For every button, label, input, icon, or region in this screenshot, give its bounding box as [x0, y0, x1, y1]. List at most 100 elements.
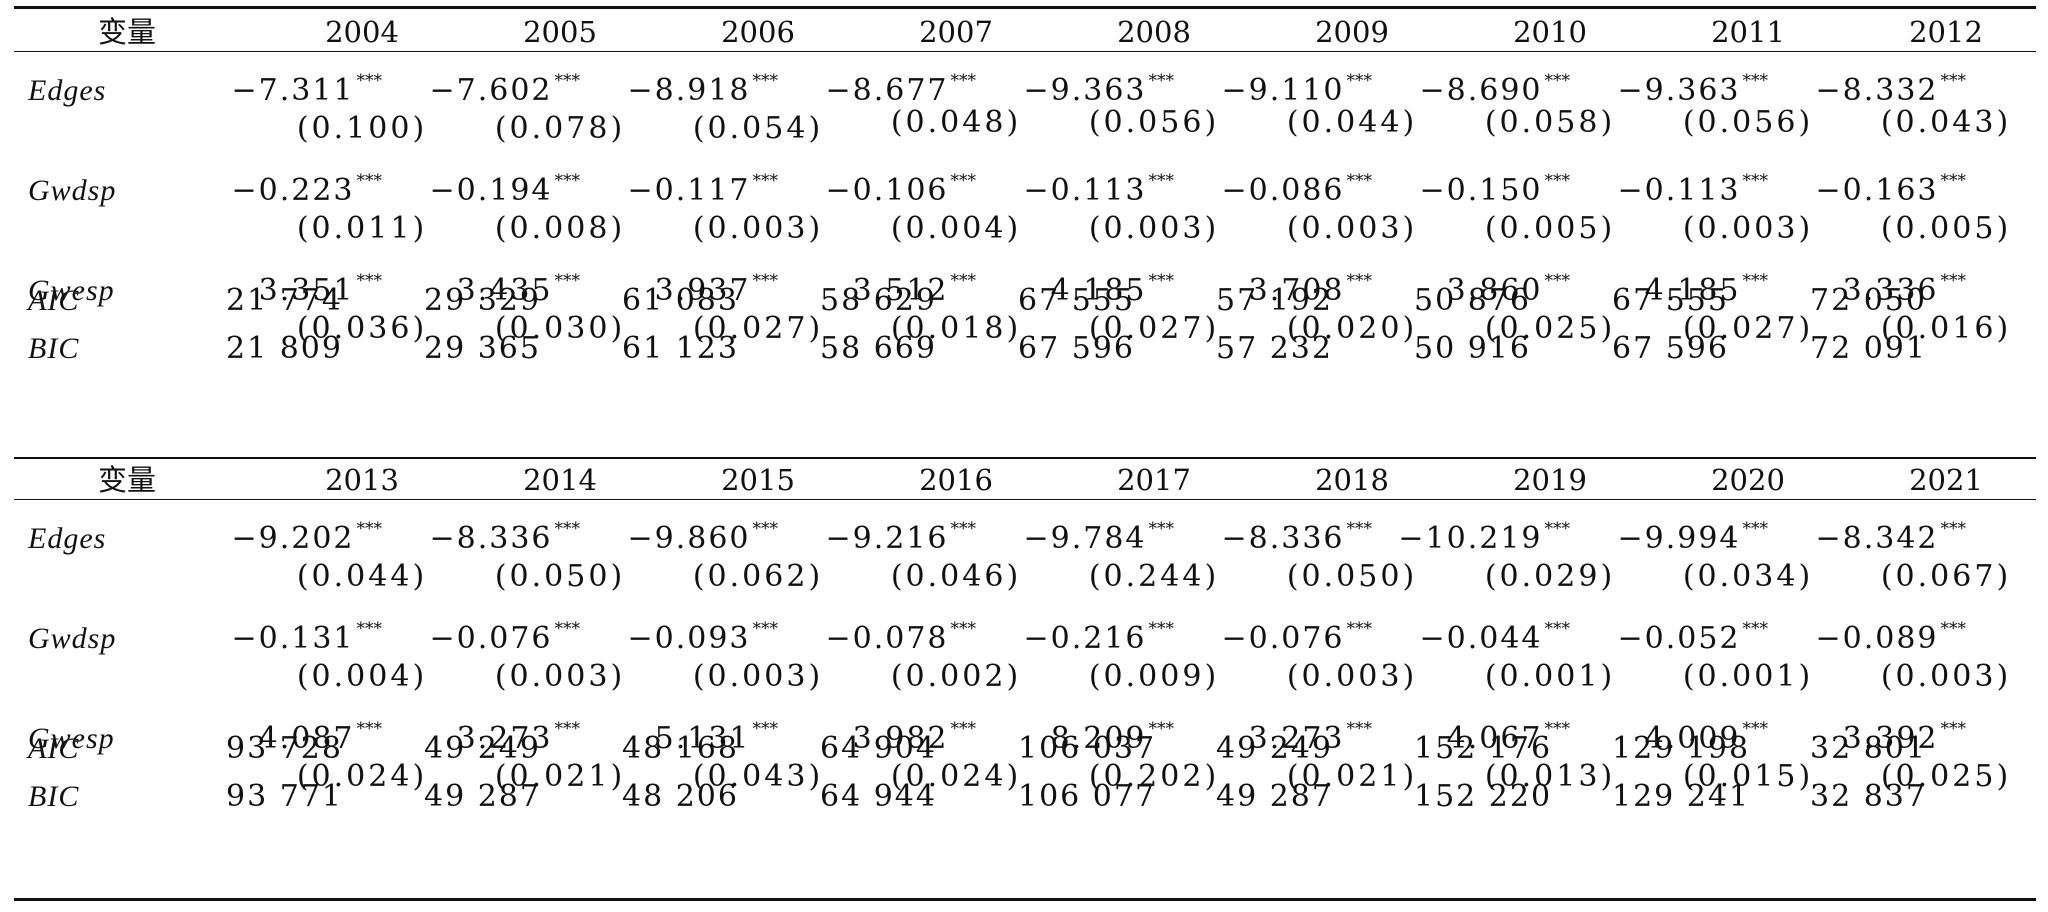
standard-error: (0.244)	[1088, 559, 1220, 594]
standard-error: (0.056)	[1682, 105, 1814, 140]
significance-stars: ***	[950, 171, 977, 191]
criterion-value: 29 329	[424, 283, 541, 318]
standard-error: (0.015)	[1682, 759, 1814, 794]
header-year: 2019	[1513, 463, 1587, 497]
significance-stars: ***	[356, 519, 383, 539]
criterion-value: 129 241	[1612, 779, 1751, 814]
coefficient-cell: −9.202 ***	[231, 521, 382, 554]
criterion-value: 21 809	[226, 331, 343, 366]
standard-error: (0.025)	[1880, 759, 2012, 794]
standard-error: (0.021)	[494, 759, 626, 794]
criterion-value: 29 365	[424, 331, 541, 366]
criterion-value: 67 555	[1612, 283, 1729, 318]
standard-error: (0.001)	[1682, 659, 1814, 694]
coefficient-cell: −0.106 ***	[825, 173, 976, 206]
standard-error: (0.050)	[1286, 559, 1418, 594]
criterion-value: 50 876	[1414, 283, 1531, 318]
coefficient-value: −0.089	[1815, 621, 1939, 656]
significance-stars: ***	[554, 619, 581, 639]
significance-stars: ***	[1148, 719, 1175, 739]
criterion-value: 49 249	[1216, 731, 1333, 766]
header-variable-label: 变量	[97, 15, 157, 49]
significance-stars: ***	[752, 519, 779, 539]
significance-stars: ***	[1742, 71, 1769, 91]
coefficient-value: −0.086	[1221, 173, 1345, 208]
standard-error: (0.013)	[1484, 759, 1616, 794]
header-year: 2014	[523, 463, 597, 497]
coefficient-value: −7.602	[429, 73, 553, 108]
standard-error: (0.003)	[692, 211, 824, 246]
standard-error: (0.020)	[1286, 311, 1418, 346]
standard-error: (0.043)	[692, 759, 824, 794]
coefficient-value: 3.273	[456, 721, 553, 756]
coefficient-cell: 8.209 ***	[1051, 721, 1174, 754]
coefficient-value: −0.113	[1617, 173, 1741, 208]
standard-error: (0.050)	[494, 559, 626, 594]
significance-stars: ***	[1742, 519, 1769, 539]
header-year: 2004	[325, 15, 399, 49]
standard-error: (0.016)	[1880, 311, 2012, 346]
significance-stars: ***	[752, 171, 779, 191]
criterion-value: 93 771	[226, 779, 343, 814]
criterion-value: 72 050	[1810, 283, 1927, 318]
coefficient-cell: 3.392 ***	[1842, 721, 1966, 756]
significance-stars: ***	[356, 171, 383, 191]
coefficient-cell: −0.113 ***	[1617, 173, 1768, 208]
coefficient-cell: −0.093 ***	[627, 621, 778, 656]
header-year: 2020	[1711, 463, 1785, 497]
standard-error: (0.002)	[890, 659, 1022, 694]
significance-stars: ***	[356, 271, 383, 291]
criterion-value: 57 192	[1216, 283, 1333, 318]
standard-error: (0.027)	[1088, 311, 1220, 346]
significance-stars: ***	[1742, 271, 1769, 291]
coefficient-cell: −8.332 ***	[1815, 73, 1966, 106]
coefficient-cell: −0.131 ***	[231, 621, 382, 654]
significance-stars: ***	[1940, 519, 1967, 539]
coefficient-cell: −9.363 ***	[1617, 73, 1768, 106]
significance-stars: ***	[1544, 519, 1571, 539]
significance-stars: ***	[1148, 171, 1175, 191]
coefficient-cell: −8.690 ***	[1419, 73, 1570, 108]
standard-error: (0.018)	[890, 311, 1022, 346]
coefficient-value: −8.690	[1419, 73, 1543, 108]
coefficient-cell: −0.076 ***	[429, 621, 580, 656]
coefficient-value: −9.110	[1221, 73, 1345, 108]
criterion-value: 106 037	[1018, 731, 1157, 766]
significance-stars: ***	[1148, 271, 1175, 291]
coefficient-value: −7.311	[231, 73, 355, 108]
criterion-value: 64 944	[820, 779, 937, 814]
significance-stars: ***	[1940, 71, 1967, 91]
coefficient-value: −9.860	[627, 521, 751, 556]
coefficient-value: −8.336	[1221, 521, 1345, 556]
significance-stars: ***	[554, 171, 581, 191]
header-year: 2011	[1711, 15, 1785, 49]
standard-error: (0.011)	[296, 211, 428, 246]
coefficient-value: −0.078	[825, 621, 949, 656]
coefficient-cell: −0.113 ***	[1023, 173, 1174, 206]
variable-name: Edges	[28, 74, 107, 107]
coefficient-value: −0.076	[429, 621, 553, 656]
coefficient-value: −9.994	[1617, 521, 1741, 556]
coefficient-value: −10.219	[1398, 521, 1543, 556]
standard-error: (0.003)	[692, 659, 824, 694]
header-year: 2018	[1315, 463, 1389, 497]
significance-stars: ***	[1148, 519, 1175, 539]
criterion-value: 48 206	[622, 779, 739, 814]
coefficient-cell: −9.110 ***	[1221, 73, 1372, 108]
significance-stars: ***	[1742, 171, 1769, 191]
coefficient-cell: −8.677 ***	[825, 73, 976, 106]
coefficient-value: −0.093	[627, 621, 751, 656]
criterion-name: BIC	[28, 332, 80, 365]
standard-error: (0.003)	[1682, 211, 1814, 246]
significance-stars: ***	[1148, 71, 1175, 91]
significance-stars: ***	[356, 719, 383, 739]
standard-error: (0.062)	[692, 559, 824, 594]
header-year: 2009	[1315, 15, 1389, 49]
coefficient-cell: 4.185 ***	[1051, 273, 1174, 306]
standard-error: (0.056)	[1088, 105, 1220, 140]
coefficient-value: 3.392	[1842, 721, 1939, 756]
criterion-name: AIC	[28, 284, 80, 317]
criterion-value: 64 904	[820, 731, 937, 766]
coefficient-value: −0.052	[1617, 621, 1741, 656]
coefficient-value: −9.784	[1023, 521, 1147, 556]
